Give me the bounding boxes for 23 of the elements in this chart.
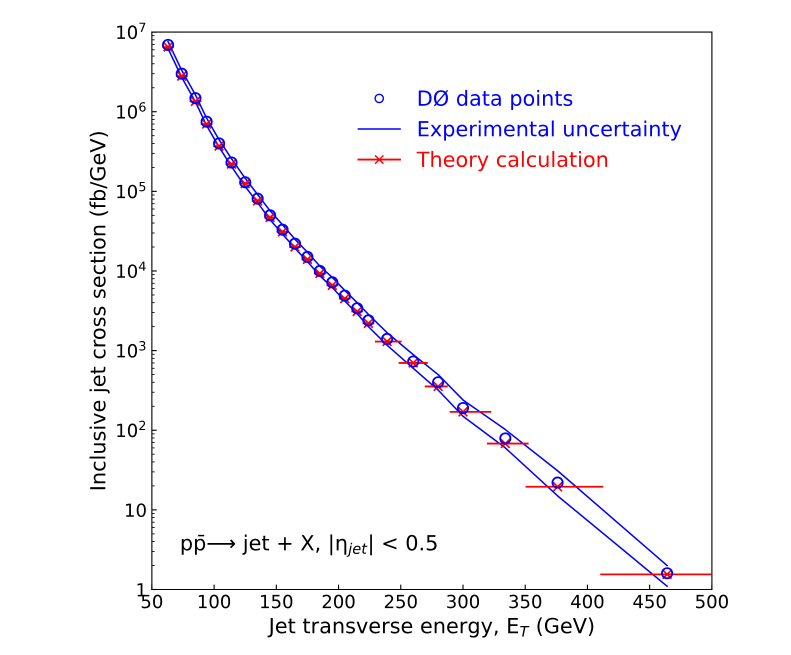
x-axis-title: Jet transverse energy, E$_{T}$ (GeV) — [268, 617, 594, 638]
x-tick-label: 50 — [142, 594, 162, 608]
x-tick-label: 100 — [198, 594, 230, 608]
x-tick-label: 300 — [447, 594, 480, 608]
y-tick-label: 10 — [126, 503, 146, 517]
x-tick-label: 350 — [509, 594, 542, 608]
y-tick-label: 10$^{5}$ — [117, 182, 146, 198]
y-tick-label: 10$^{2}$ — [117, 420, 146, 438]
legend-label: DØ data points — [418, 90, 572, 110]
x-tick-label: 500 — [696, 594, 728, 608]
x-tick-label: 200 — [322, 594, 355, 608]
x-tick-label: 450 — [633, 594, 666, 608]
y-tick-label: 10$^{7}$ — [117, 22, 146, 40]
legend-label: Experimental uncertainty — [418, 120, 682, 141]
x-tick-label: 150 — [261, 594, 292, 608]
legend-label: Theory calculation — [416, 151, 608, 172]
y-axis-title: Inclusive jet cross section (fb/GeV) — [90, 132, 110, 490]
annotation: pp̄⟶ jet + X, |η$_{jet}$| < 0.5 — [182, 534, 437, 557]
y-tick-label: 10$^{6}$ — [117, 102, 146, 119]
y-tick-label: 10$^{3}$ — [117, 341, 146, 358]
x-tick-label: 250 — [384, 594, 417, 608]
y-tick-label: 10$^{4}$ — [117, 262, 146, 278]
x-tick-label: 400 — [571, 594, 604, 608]
